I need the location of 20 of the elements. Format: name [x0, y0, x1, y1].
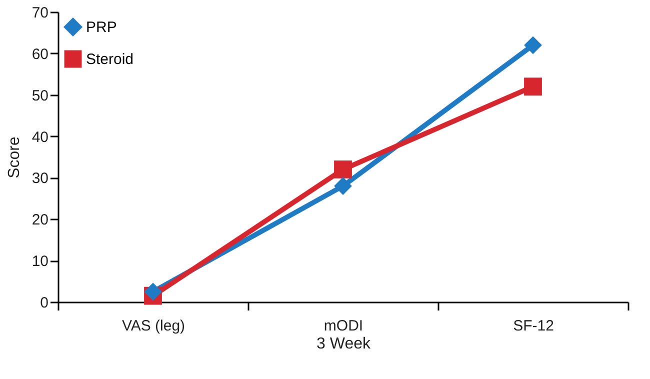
y-tick-label: 30: [32, 170, 48, 188]
point: [334, 160, 352, 178]
legend-label: Steroid: [86, 51, 134, 68]
y-tick-label: 50: [32, 87, 48, 104]
y-tick-label: 10: [32, 253, 48, 270]
y-axis-title: Score: [6, 136, 23, 178]
x-tick-label: VAS (leg): [122, 318, 186, 334]
x-axis-title: 3 Week: [316, 336, 372, 352]
y-tick-label: 70: [32, 4, 48, 22]
x-tick-label: mODI: [324, 318, 364, 334]
point: [334, 177, 352, 195]
y-tick-label: 0: [40, 294, 48, 312]
point: [144, 282, 162, 301]
y-tick-label: 40: [32, 128, 48, 146]
x-tick-label: SF-12: [513, 318, 554, 334]
point: [524, 78, 542, 96]
y-tick-label: 60: [32, 46, 48, 63]
legend-label: PRP: [86, 19, 117, 36]
y-tick-label: 20: [32, 212, 48, 229]
point: [524, 36, 542, 54]
